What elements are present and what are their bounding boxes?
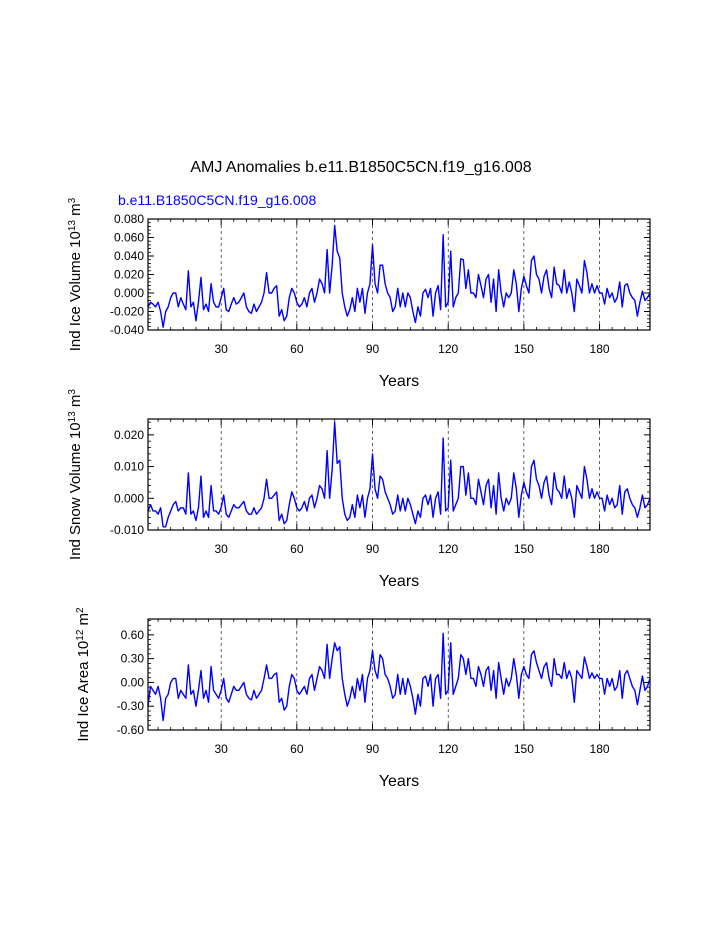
x-tick-label: 60: [290, 742, 304, 756]
x-tick-label: 90: [366, 742, 380, 756]
series-line: [147, 632, 651, 722]
x-tick-label: 150: [514, 742, 534, 756]
y-tick-label: 0.010: [114, 460, 144, 474]
x-tick-label: 30: [214, 742, 228, 756]
y-axis-label: Ind Ice Volume 1013 m3: [67, 197, 85, 351]
chart-panel-3: 30 60 90 120 150 180 -0.60 -0.30 0.00 0.30 0.60 Yea…: [75, 607, 651, 790]
y-tick-label: 0.080: [114, 212, 144, 226]
panel-subtitle: b.e11.B1850C5CN.f19_g16.008: [118, 192, 316, 208]
x-tick-label: 120: [438, 742, 458, 756]
plot-frame: [147, 618, 651, 731]
x-tick-label: 180: [590, 342, 610, 356]
y-tick-label: 0.020: [114, 268, 144, 282]
x-tick-label: 120: [438, 342, 458, 356]
x-tick-label: 150: [514, 542, 534, 556]
x-tick-label: 90: [366, 542, 380, 556]
x-axis-label: Years: [379, 373, 419, 390]
x-axis-label: Years: [379, 573, 419, 590]
x-tick-label: 60: [290, 342, 304, 356]
y-tick-label: 0.020: [114, 428, 144, 442]
y-axis-label: Ind Snow Volume 1013 m3: [67, 389, 85, 560]
y-tick-label: -0.30: [117, 699, 145, 713]
x-axis-label: Years: [379, 773, 419, 790]
x-tick-label: 180: [590, 542, 610, 556]
y-tick-label: -0.010: [110, 523, 144, 537]
y-tick-label: -0.040: [110, 323, 144, 337]
y-tick-label: 0.060: [114, 231, 144, 245]
x-tick-label: 120: [438, 542, 458, 556]
chart-panel-1: 30 60 90 120 150 180 -0.040 -0.020 0.000 0.020 0.0…: [67, 197, 651, 390]
x-tick-label: 30: [214, 542, 228, 556]
figure-title: AMJ Anomalies b.e11.B1850C5CN.f19_g16.00…: [190, 159, 531, 176]
y-tick-label: -0.60: [117, 723, 145, 737]
x-tick-label: 30: [214, 342, 228, 356]
plot-frame: [147, 418, 651, 531]
chart-panels: 30 60 90 120 150 180 -0.040 -0.020 0.000 0.020 0.0…: [67, 197, 651, 790]
y-tick-label: 0.000: [114, 491, 144, 505]
y-tick-label: 0.60: [121, 628, 145, 642]
y-axis-label: Ind Ice Area 1012 m2: [75, 607, 93, 742]
plot-frame: [147, 218, 651, 331]
chart-panel-2: 30 60 90 120 150 180 -0.010 0.000 0.010 0.020 Year…: [67, 389, 651, 590]
x-tick-label: 60: [290, 542, 304, 556]
x-tick-label: 180: [590, 742, 610, 756]
x-tick-label: 90: [366, 342, 380, 356]
x-tick-label: 150: [514, 342, 534, 356]
y-tick-label: 0.30: [121, 652, 145, 666]
y-tick-label: 0.040: [114, 249, 144, 263]
y-tick-label: -0.020: [110, 305, 144, 319]
series-line: [147, 224, 651, 328]
series-line: [147, 421, 651, 528]
y-tick-label: 0.00: [121, 675, 145, 689]
y-tick-label: 0.000: [114, 286, 144, 300]
